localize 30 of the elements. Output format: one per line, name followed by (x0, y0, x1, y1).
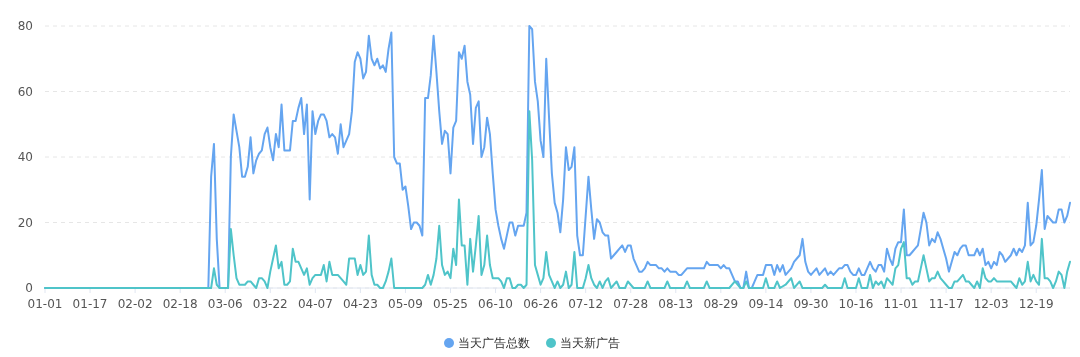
x-tick-label: 02-18 (162, 297, 198, 311)
x-tick-label: 09-30 (793, 297, 829, 311)
x-tick-label: 03-06 (207, 297, 243, 311)
legend-label: 当天新广告 (560, 336, 620, 350)
y-tick-label: 40 (17, 150, 33, 164)
y-tick-label: 80 (17, 19, 33, 33)
y-tick-label: 0 (25, 281, 33, 295)
y-tick-label: 20 (17, 215, 33, 230)
x-tick-label: 03-22 (252, 297, 288, 311)
x-tick-label: 08-29 (703, 297, 739, 311)
x-tick-label: 06-26 (523, 297, 559, 311)
x-tick-label: 04-23 (342, 297, 378, 311)
x-tick-label: 07-28 (613, 297, 649, 311)
x-tick-label: 11-01 (883, 297, 919, 311)
x-tick-label: 05-25 (433, 297, 468, 311)
x-tick-label: 10-16 (838, 297, 874, 311)
x-tick-label: 12-03 (973, 297, 1009, 311)
x-tick-label: 04-07 (297, 297, 333, 311)
x-tick-label: 07-12 (568, 297, 604, 311)
y-tick-label: 60 (17, 84, 33, 99)
x-tick-label: 11-17 (928, 297, 964, 311)
x-tick-label: 12-19 (1018, 297, 1054, 311)
x-tick-label: 02-02 (117, 297, 153, 311)
x-tick-label: 01-17 (72, 297, 108, 311)
x-tick-label: 01-01 (27, 297, 63, 311)
x-tick-label: 09-14 (748, 297, 784, 311)
legend-label: 当天广告总数 (458, 336, 530, 350)
x-tick-label: 06-10 (478, 297, 513, 311)
x-tick-label: 08-13 (658, 297, 694, 311)
x-tick-label: 05-09 (388, 297, 423, 311)
